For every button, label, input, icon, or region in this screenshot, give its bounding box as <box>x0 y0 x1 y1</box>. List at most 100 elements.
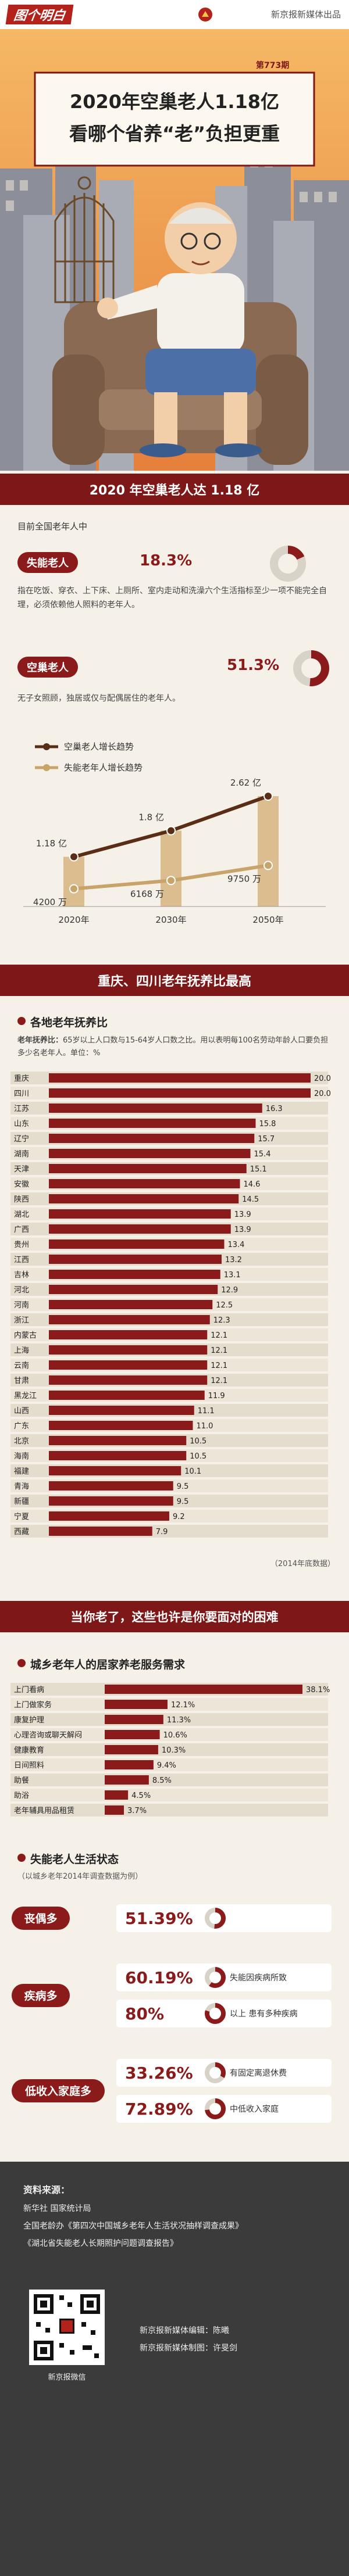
bar <box>49 1104 262 1113</box>
bar <box>49 1270 220 1279</box>
bar <box>49 1436 187 1445</box>
hero-title-1: 2020年空巢老人1.18亿 <box>69 91 280 113</box>
bar <box>49 1073 311 1083</box>
category-label: 湖北 <box>14 1210 29 1219</box>
x-tick-label: 2030年 <box>155 915 186 925</box>
value-label: 12.1% <box>171 1701 195 1710</box>
value-label: 13.4 <box>228 1241 245 1249</box>
category-label: 福建 <box>14 1467 29 1476</box>
category-label: 康复护理 <box>14 1715 44 1725</box>
brand: 新京报新媒体出品 <box>270 9 341 20</box>
category-label: 海南 <box>14 1452 29 1461</box>
bar <box>49 1239 225 1249</box>
value-label: 11.3% <box>167 1716 191 1725</box>
qr-caption: 新京报微信 <box>48 2373 86 2382</box>
category-label: 日间照料 <box>14 1761 44 1770</box>
value-label: 16.3 <box>266 1105 283 1113</box>
category-label: 湖南 <box>14 1149 29 1159</box>
bar <box>49 1255 222 1264</box>
value-label: 38.1% <box>306 1686 330 1694</box>
category-label: 云南 <box>14 1361 29 1370</box>
value-label: 15.7 <box>258 1135 275 1144</box>
category-label: 健康教育 <box>14 1746 44 1755</box>
description: 无子女照顾，独居或仅与配偶居住的老年人。 <box>17 694 180 703</box>
category-label: 心理咨询或聊天解闷 <box>14 1731 82 1740</box>
legend-label: 失能老年人增长趋势 <box>64 762 143 773</box>
value-label: 13.1 <box>224 1271 241 1280</box>
category-label: 浙江 <box>14 1316 29 1325</box>
value-label: 2.62 亿 <box>230 778 261 788</box>
bar <box>49 1511 169 1521</box>
category-label: 四川 <box>14 1090 29 1098</box>
service-chart: 上门看病 38.1% 上门做家务 12.1% 康复护理 11.3% 心理咨询或聊天解闷 10.… <box>10 1683 330 1817</box>
bar <box>49 1285 218 1294</box>
source: 《湖北省失能老人长期照护问题调查报告》 <box>23 2239 178 2248</box>
bar <box>49 1496 173 1506</box>
source: 全国老龄办《第四次中国城乡老年人生活状况抽样调查成果》 <box>23 2222 243 2231</box>
category-label: 北京 <box>14 1437 29 1446</box>
category-label: 江苏 <box>14 1104 29 1113</box>
point <box>166 876 176 886</box>
value-label: 11.0 <box>197 1422 213 1431</box>
description: 指在吃饭、穿衣、上下床、上厕所、室内走动和洗澡六个生活指标至少一项不能完全自理，… <box>17 586 327 610</box>
value-label: 14.5 <box>242 1195 259 1204</box>
category-label: 河北 <box>14 1286 29 1295</box>
category-label: 上海 <box>14 1346 29 1355</box>
category-label: 老年辅具用品租赁 <box>14 1807 74 1815</box>
category-label: 江西 <box>14 1256 29 1264</box>
value-label: 3.7% <box>127 1807 147 1815</box>
point <box>69 852 79 862</box>
source-label: 资料来源： <box>23 2184 70 2195</box>
bar <box>49 1300 213 1309</box>
subheading: 城乡老年人的居家养老服务需求 <box>17 1656 185 1672</box>
editor: 新京报新媒体编辑：陈曦 <box>140 2326 229 2335</box>
column <box>258 796 279 907</box>
point <box>263 791 273 801</box>
value-label: 15.1 <box>250 1165 267 1174</box>
bar <box>49 1345 208 1355</box>
category-label: 上门做家务 <box>14 1700 52 1710</box>
bar <box>105 1745 158 1754</box>
source: 新华社 国家统计局 <box>23 2204 91 2213</box>
row-strip <box>10 1698 328 1711</box>
bar <box>49 1224 231 1234</box>
bar <box>49 1421 193 1430</box>
category-label: 广东 <box>14 1422 29 1431</box>
x-tick-label: 2050年 <box>252 915 283 925</box>
value-label: 13.2 <box>225 1256 242 1264</box>
section-heading: 重庆、四川老年抚养比最高 <box>0 965 349 996</box>
donut-arc <box>205 1908 226 1929</box>
bar <box>49 1375 208 1385</box>
note: （以城乡老年2014年调查数据为例） <box>17 1872 143 1881</box>
value-label: 15.8 <box>259 1120 276 1128</box>
value-label: 10.5 <box>190 1452 206 1461</box>
percentage: 18.3% <box>140 552 193 569</box>
value-label: 12.1 <box>211 1346 227 1355</box>
legend-dot <box>43 764 50 771</box>
legend-label: 空巢老人增长趋势 <box>64 741 134 752</box>
row-strip <box>10 1743 328 1756</box>
definition-text: 65岁以上人口数与15-64岁人口数之比。用以表明每100名劳动年龄人口要负担多… <box>17 1036 329 1058</box>
category-label: 安徽 <box>14 1180 29 1189</box>
value-label: 10.3% <box>162 1746 186 1755</box>
footer <box>0 2162 349 2576</box>
bar <box>49 1134 255 1143</box>
category-label: 黑龙江 <box>14 1392 37 1400</box>
bar <box>105 1715 163 1724</box>
bar <box>49 1466 181 1475</box>
definition: 老年抚养比：65岁以上人口数与15-64岁人口数之比。用以表明每100名劳动年龄… <box>17 1034 332 1060</box>
percentage: 72.89% <box>125 2100 193 2119</box>
point <box>263 861 273 870</box>
row-strip <box>10 1728 328 1741</box>
value-label: 12.1 <box>211 1377 227 1385</box>
value-label: 7.9 <box>156 1528 168 1536</box>
intro: 目前全国老年人中 <box>17 521 88 532</box>
bar <box>49 1088 311 1098</box>
value-label: 14.6 <box>244 1180 261 1189</box>
row-strip <box>10 1804 328 1817</box>
designer: 新京报新媒体制图：许旻剑 <box>140 2344 237 2353</box>
note: （2014年底数据） <box>270 1560 335 1568</box>
qr-code <box>29 2290 105 2365</box>
value-label: 12.1 <box>211 1362 227 1370</box>
